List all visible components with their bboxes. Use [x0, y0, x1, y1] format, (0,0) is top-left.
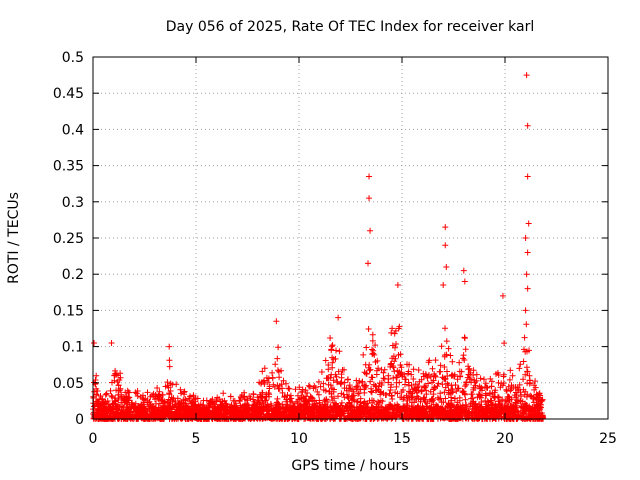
x-tick-label: 5 — [192, 431, 201, 447]
roti-spike-point — [523, 72, 530, 79]
x-axis-label: GPS time / hours — [291, 458, 408, 474]
x-tick-label: 10 — [290, 431, 308, 447]
roti-spike-point — [499, 292, 506, 299]
roti-spike-point — [523, 271, 530, 278]
roti-spike-point — [442, 242, 449, 249]
roti-spike-point — [366, 195, 373, 202]
roti-spike-point — [524, 249, 531, 256]
y-tick-label: 0.2 — [62, 267, 84, 283]
roti-spike-point — [91, 339, 98, 346]
roti-spike-point — [335, 314, 342, 321]
y-tick-label: 0.35 — [53, 159, 84, 175]
roti-spike-point — [440, 282, 447, 289]
y-tick-label: 0.3 — [62, 195, 84, 211]
roti-spike-point — [524, 285, 531, 292]
y-tick-label: 0 — [75, 412, 84, 428]
roti-spike-point — [460, 267, 467, 274]
roti-spike-point — [442, 224, 449, 231]
y-tick-label: 0.25 — [53, 231, 84, 247]
roti-spike-point — [524, 122, 531, 129]
y-tick-label: 0.15 — [53, 303, 84, 319]
roti-spike-point — [522, 235, 529, 241]
chart-title: Day 056 of 2025, Rate Of TEC Index for r… — [166, 19, 534, 35]
roti-spike-point — [166, 343, 173, 350]
x-tick-label: 25 — [599, 431, 617, 447]
y-axis-label: ROTI / TECUs — [6, 192, 22, 284]
roti-spike-point — [522, 307, 529, 314]
roti-spike-point — [461, 278, 468, 285]
roti-spike-point — [394, 282, 401, 289]
y-tick-label: 0.4 — [62, 122, 84, 138]
y-tick-label: 0.45 — [53, 86, 84, 102]
roti-spike-point — [365, 260, 372, 267]
roti-spike-point — [525, 220, 532, 227]
y-tick-label: 0.1 — [62, 340, 84, 356]
roti-spike-point — [108, 339, 115, 346]
y-tick-label: 0.5 — [62, 50, 84, 66]
x-tick-label: 15 — [393, 431, 411, 447]
x-tick-label: 0 — [89, 431, 98, 447]
roti-spike-point — [366, 173, 373, 180]
roti-spike-point — [367, 227, 374, 234]
y-tick-label: 0.05 — [53, 376, 84, 392]
roti-spike-point — [524, 173, 531, 180]
axis-ticks: 0 0.05 0.1 0.15 0.2 0.25 0.3 0.35 0.4 0.45 0.5 0 5 10… — [53, 50, 617, 447]
roti-spike-point — [273, 318, 280, 325]
roti-spike-point — [443, 263, 450, 270]
x-tick-label: 20 — [496, 431, 514, 447]
grid — [93, 57, 608, 419]
